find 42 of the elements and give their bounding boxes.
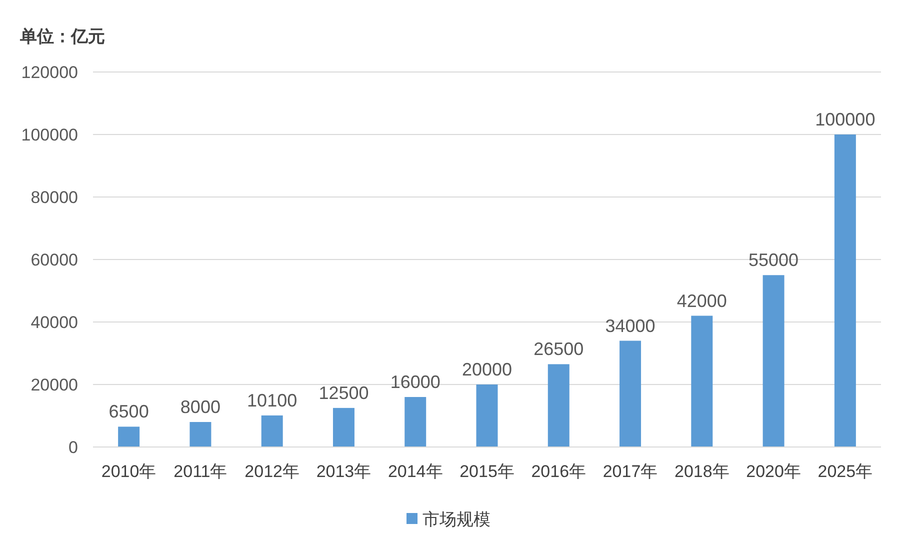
- bar: [118, 426, 140, 447]
- data-label: 16000: [390, 372, 440, 392]
- bar: [261, 415, 283, 447]
- bar: [834, 134, 856, 447]
- x-tick-label: 2011年: [174, 462, 228, 481]
- x-tick-label: 2015年: [460, 462, 514, 481]
- x-tick-label: 2016年: [531, 462, 586, 481]
- data-label: 8000: [180, 397, 220, 417]
- y-tick-label: 40000: [30, 312, 78, 332]
- y-tick-label: 20000: [30, 375, 78, 394]
- legend-label: 市场规模: [422, 510, 490, 529]
- y-tick-label: 60000: [30, 250, 78, 270]
- bar: [190, 422, 212, 447]
- data-label: 20000: [462, 360, 512, 380]
- bar: [548, 364, 570, 447]
- x-tick-label: 2020年: [746, 462, 801, 481]
- x-tick-label: 2018年: [674, 462, 730, 481]
- y-tick-label: 120000: [21, 62, 78, 82]
- bar: [476, 384, 498, 447]
- bar: [404, 397, 426, 447]
- data-label: 26500: [534, 339, 584, 360]
- x-tick-label: 2013年: [316, 462, 372, 481]
- x-tick-label: 2014年: [388, 462, 443, 481]
- x-tick-label: 2010年: [101, 462, 156, 481]
- bar: [691, 316, 713, 447]
- x-tick-label: 2012年: [244, 462, 300, 481]
- data-label: 6500: [108, 402, 149, 422]
- data-label: 34000: [605, 316, 656, 336]
- data-label: 100000: [815, 110, 876, 130]
- x-tick-label: 2017年: [602, 462, 658, 481]
- data-label: 55000: [748, 250, 799, 270]
- y-tick-label: 80000: [30, 188, 78, 207]
- data-label: 42000: [676, 290, 727, 311]
- bar: [762, 275, 784, 447]
- data-label: 12500: [318, 382, 369, 403]
- bar: [332, 408, 354, 447]
- y-axis-title: 单位：亿元: [19, 27, 105, 46]
- y-tick-label: 100000: [21, 125, 78, 144]
- x-tick-label: 2025年: [818, 462, 873, 481]
- bar: [620, 340, 642, 447]
- data-label: 10100: [247, 390, 298, 410]
- y-tick-label: 0: [68, 438, 78, 457]
